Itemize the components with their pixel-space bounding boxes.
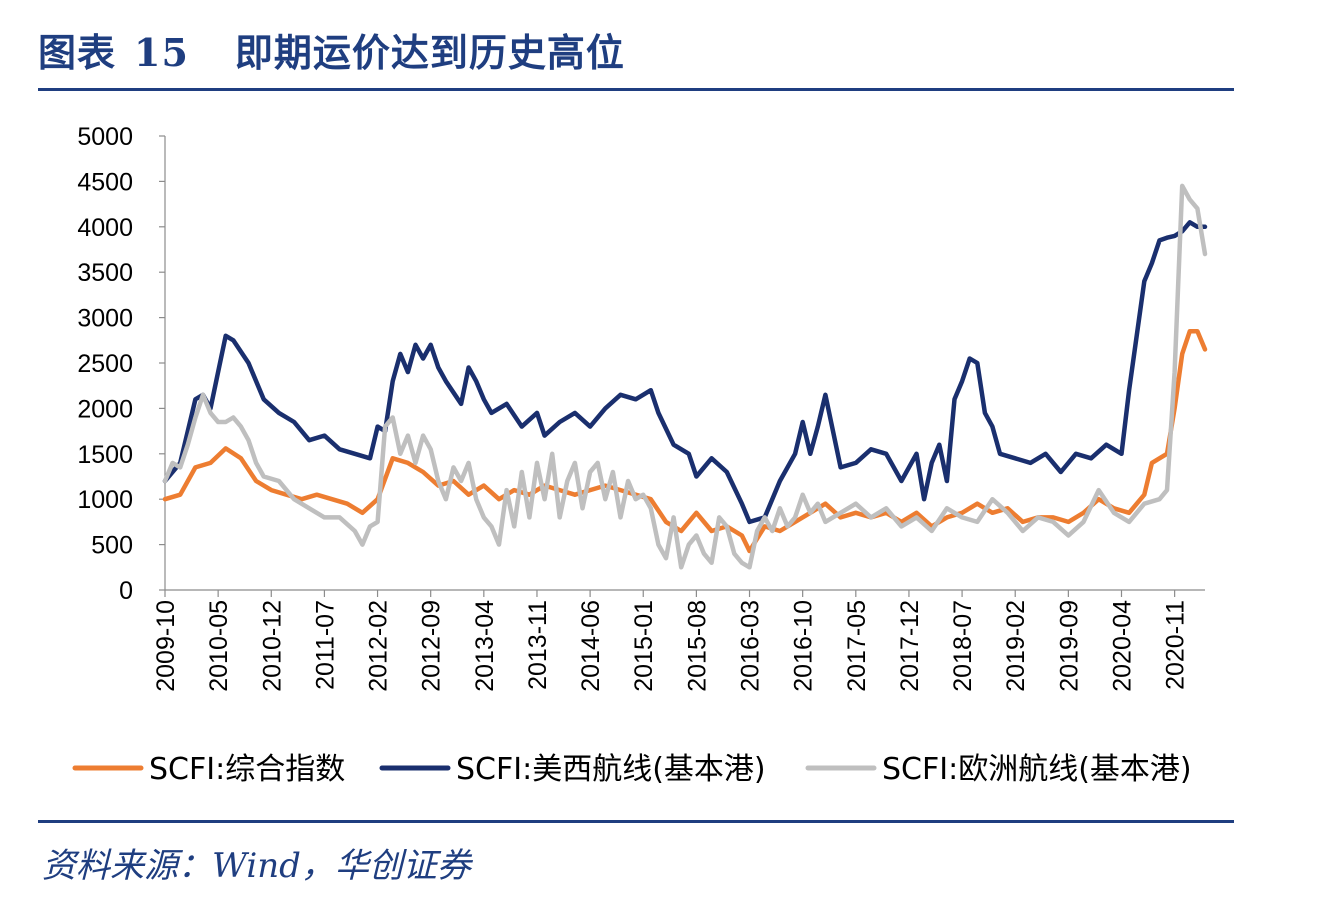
source-note: 资料来源：Wind，华创证券 [42, 846, 471, 886]
y-tick-label: 500 [91, 532, 133, 560]
y-tick-label: 0 [119, 577, 133, 605]
composite-index-line [162, 328, 1208, 554]
us-west-route-line [162, 220, 1208, 525]
y-tick-label: 3000 [77, 305, 133, 333]
chart-legend: SCFI:综合指数 SCFI:美西航线(基本港) SCFI:欧洲航线(基本港) [72, 752, 1192, 787]
y-tick-label: 4500 [77, 168, 133, 196]
title-divider [38, 88, 1234, 91]
x-tick-label: 2010-05 [205, 600, 233, 692]
figure-title-text: 即期运价达到历史高位 [234, 30, 625, 75]
x-tick-label: 2012-09 [418, 600, 446, 692]
chart-series-lines [162, 183, 1208, 570]
legend-label-composite-index: SCFI:综合指数 [149, 752, 345, 787]
x-tick-label: 2009-10 [152, 600, 180, 692]
x-tick-label: 2014-06 [577, 600, 605, 692]
chart-axes: 0 500 1000 1500 2000 2500 3000 3500 4000 4500 5000… [77, 123, 1205, 692]
y-tick-label: 3500 [77, 259, 133, 287]
y-tick-label: 1500 [77, 441, 133, 469]
x-tick-label: 2017-05 [843, 600, 871, 692]
figure-title: 图表 15 即期运价达到历史高位 [38, 22, 625, 77]
figure-number: 15 [134, 30, 189, 75]
x-tick-label: 2018-07 [949, 600, 977, 692]
x-tick-label: 2016-10 [790, 600, 818, 692]
x-tick-label: 2017-12 [896, 600, 924, 692]
x-tick-label: 2012-02 [365, 600, 393, 692]
x-tick-label: 2020-11 [1162, 600, 1190, 690]
y-tick-label: 1000 [77, 486, 133, 514]
europe-route-line [162, 183, 1208, 570]
x-tick-label: 2020-04 [1108, 600, 1136, 692]
x-tick-label: 2013-04 [471, 600, 499, 692]
x-tick-label: 2010-12 [258, 600, 286, 692]
x-tick-label: 2013-11 [524, 600, 552, 690]
x-tick-label: 2015-08 [683, 600, 711, 692]
x-tick-label: 2011-07 [311, 600, 339, 690]
y-tick-label: 4000 [77, 214, 133, 242]
source-divider [38, 820, 1234, 823]
y-tick-label: 2000 [77, 395, 133, 423]
legend-label-us-west-route: SCFI:美西航线(基本港) [456, 752, 766, 787]
x-tick-label: 2019-09 [1055, 600, 1083, 692]
x-tick-label: 2019-02 [1002, 600, 1030, 692]
y-tick-label: 5000 [77, 123, 133, 151]
x-tick-label: 2015-01 [630, 600, 658, 692]
y-tick-label: 2500 [77, 350, 133, 378]
x-tick-label: 2016-03 [737, 600, 765, 692]
legend-label-europe-route: SCFI:欧洲航线(基本港) [882, 752, 1192, 787]
figure-label: 图表 [38, 30, 117, 75]
